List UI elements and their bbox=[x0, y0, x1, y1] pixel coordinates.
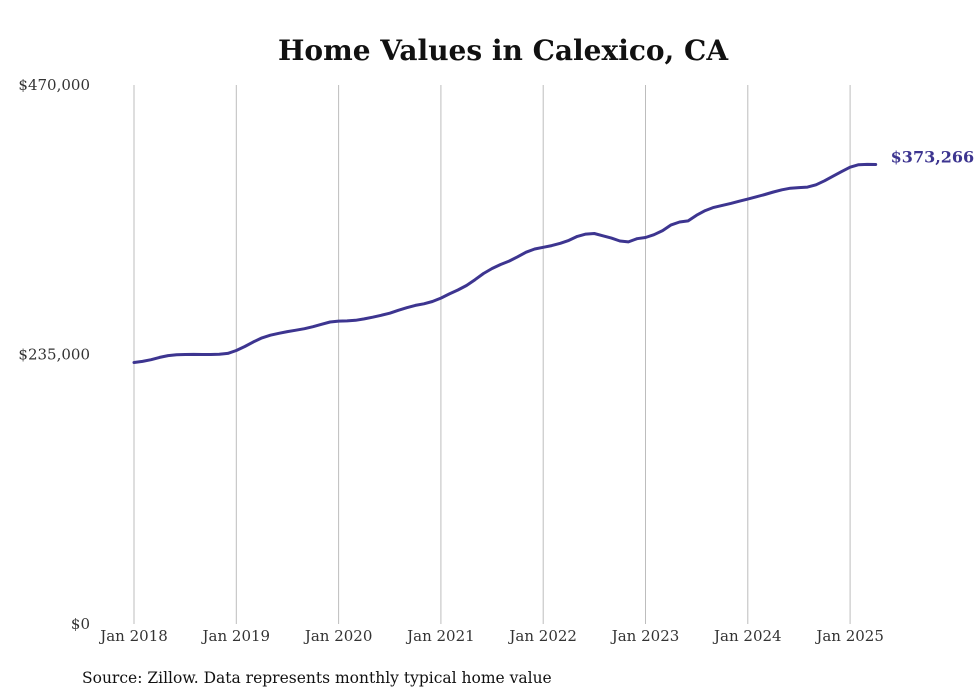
y-tick-label: $470,000 bbox=[18, 76, 90, 94]
x-tick-label: Jan 2022 bbox=[507, 627, 577, 645]
x-tick-label: Jan 2019 bbox=[201, 627, 271, 645]
x-tick-label: Jan 2024 bbox=[712, 627, 782, 645]
x-axis: Jan 2018 Jan 2019 Jan 2020 Jan 2021 Jan 2022… bbox=[98, 627, 884, 645]
series-line-0 bbox=[132, 162, 878, 364]
source-note: Source: Zillow. Data represents monthly … bbox=[82, 669, 552, 687]
series-group: $373,266 bbox=[132, 147, 975, 364]
x-tick-label: Jan 2025 bbox=[814, 627, 884, 645]
chart-title: Home Values in Calexico, CA bbox=[278, 34, 729, 67]
x-tick-label: Jan 2018 bbox=[98, 627, 168, 645]
x-tick-label: Jan 2020 bbox=[303, 627, 373, 645]
end-value-label: $373,266 bbox=[891, 147, 975, 166]
x-tick-label: Jan 2021 bbox=[405, 627, 475, 645]
x-tick-label: Jan 2023 bbox=[610, 627, 680, 645]
gridlines bbox=[133, 85, 851, 624]
y-tick-label: $235,000 bbox=[18, 346, 90, 364]
y-axis: $0 $235,000 $470,000 bbox=[18, 76, 90, 633]
y-tick-label: $0 bbox=[71, 615, 90, 633]
